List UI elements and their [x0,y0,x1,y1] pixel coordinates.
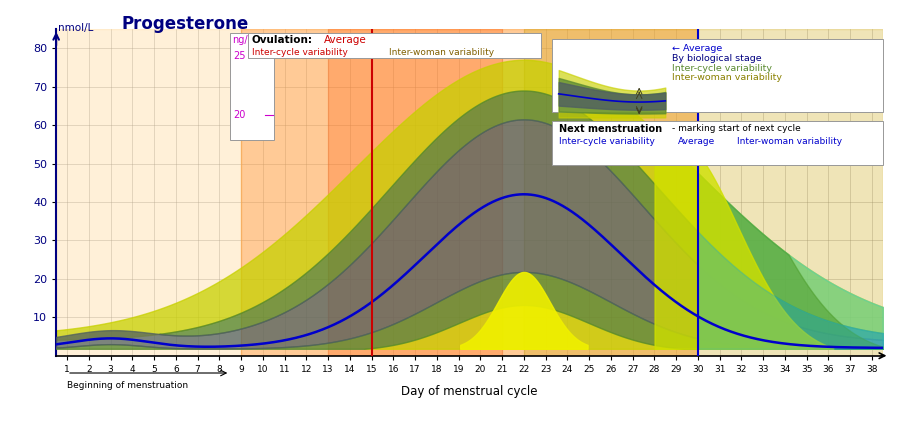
Bar [553,121,883,165]
Bar [524,29,883,356]
Text: ng/mL: ng/mL [232,35,263,45]
Text: Inter-cycle variability: Inter-cycle variability [252,48,347,57]
Bar [248,33,541,58]
Text: ← Average: ← Average [671,44,722,53]
Bar [241,29,698,356]
Text: 20: 20 [233,110,246,121]
Text: Inter-woman variability: Inter-woman variability [737,137,842,146]
Bar [56,29,241,356]
Bar [328,29,502,356]
Text: Average: Average [324,35,366,45]
Text: Beginning of menstruation: Beginning of menstruation [67,381,188,390]
Text: nmol/L: nmol/L [58,23,94,33]
Text: Ovulation:: Ovulation: [252,35,313,45]
Text: Next menstruation: Next menstruation [559,125,662,134]
Text: Inter-woman variability: Inter-woman variability [389,48,494,57]
Bar [553,39,883,112]
Text: Inter-cycle variability: Inter-cycle variability [671,64,772,73]
Text: Inter-woman variability: Inter-woman variability [671,73,782,82]
Text: - marking start of next cycle: - marking start of next cycle [671,125,801,133]
Text: 25: 25 [233,51,246,61]
Text: Inter-cycle variability: Inter-cycle variability [559,137,654,146]
Text: Progesterone: Progesterone [122,15,248,33]
Text: Average: Average [679,137,716,146]
Text: By biological stage: By biological stage [671,54,761,63]
Bar [230,33,274,140]
Text: Day of menstrual cycle: Day of menstrual cycle [401,385,537,397]
